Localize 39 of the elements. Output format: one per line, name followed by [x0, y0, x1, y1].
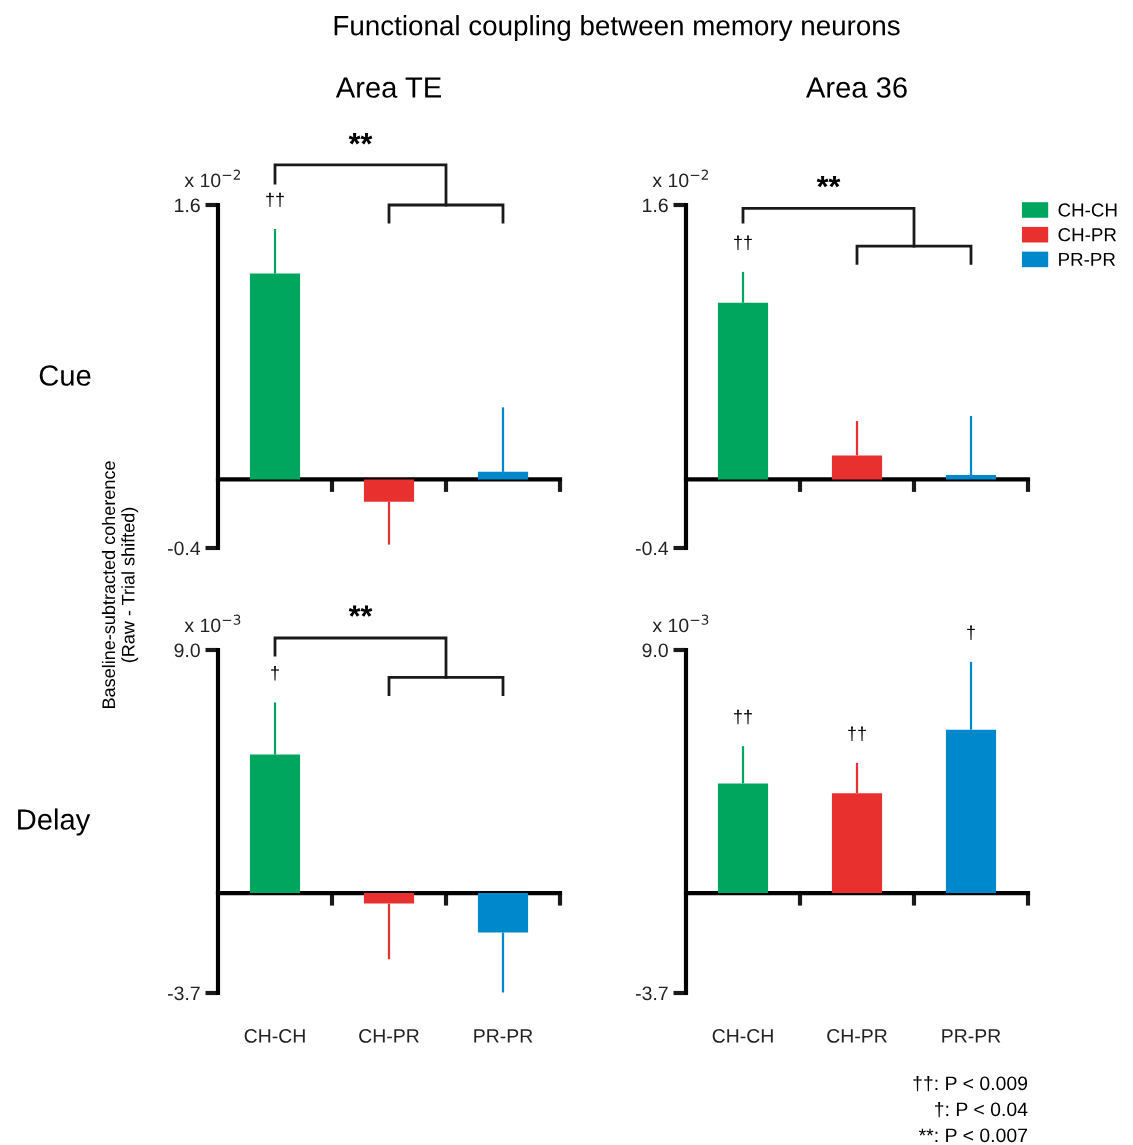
y-tick-label: -3.7	[168, 986, 200, 1001]
x-tick-label: CH-CH	[712, 1029, 773, 1043]
y-tick-label: -0.4	[168, 541, 201, 556]
text: x 10$^{−2}$	[652, 169, 709, 188]
legend-label: PR-PR	[1059, 252, 1116, 266]
text: **	[816, 175, 841, 188]
y-tick-label: 1.6	[643, 198, 668, 213]
annotation: ††	[266, 192, 284, 208]
y-tick-label: -0.4	[636, 541, 669, 556]
text: ††: P < 0.009	[913, 1075, 1028, 1092]
y-axis-title: Cue	[39, 365, 91, 386]
chart-title: Area TE	[335, 77, 441, 98]
chart-title: Area 36	[805, 77, 907, 98]
text: **: P < 0.007	[918, 1128, 1028, 1143]
x-tick-label: CH-PR	[827, 1029, 887, 1043]
x-tick-label: CH-PR	[359, 1029, 419, 1043]
annotation: †	[967, 625, 975, 640]
y-tick-label: 9.0	[174, 643, 200, 658]
text: **	[348, 605, 373, 617]
annotation: ††	[734, 235, 752, 250]
y-axis-title: Delay	[18, 808, 91, 836]
legend-label: CH-CH	[1058, 203, 1117, 217]
annotation: ††	[734, 709, 752, 725]
x-tick-label: PR-PR	[942, 1029, 1001, 1043]
x-tick-label: CH-CH	[244, 1029, 305, 1043]
text: Functional coupling between memory neurons	[334, 15, 900, 41]
y-tick-label: -3.7	[636, 986, 668, 1001]
x-tick-label: PR-PR	[474, 1029, 533, 1043]
y-tick-label: 1.6	[175, 198, 200, 213]
legend-label: CH-PR	[1058, 228, 1117, 242]
text: x 10$^{−3}$	[184, 614, 241, 633]
text: Baseline-subtracted coherence (Raw - Trial shifted)	[101, 461, 139, 708]
text: **	[348, 133, 373, 145]
annotation: †	[271, 666, 279, 681]
text: x 10$^{−2}$	[184, 169, 241, 188]
annotation: ††	[848, 726, 866, 741]
text: †: P < 0.04	[935, 1101, 1028, 1118]
y-tick-label: 9.0	[642, 643, 668, 658]
text: x 10$^{−3}$	[652, 614, 709, 633]
